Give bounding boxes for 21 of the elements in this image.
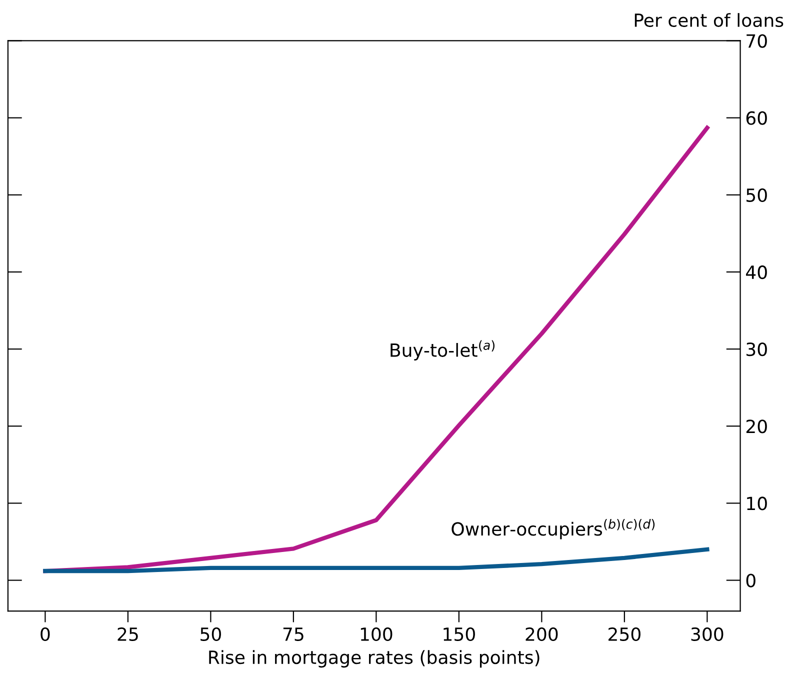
x-tick-label: 200	[526, 627, 558, 642]
y-axis-title: Per cent of loans	[634, 13, 784, 28]
x-tick-label: 250	[608, 627, 640, 642]
series-label: Buy-to-let$^{(a)}$	[390, 340, 494, 360]
y-tick-label: 60	[746, 111, 767, 125]
x-tick-label: 150	[444, 627, 475, 642]
y-tick-label: 70	[746, 34, 767, 48]
y-tick-label: 0	[746, 574, 756, 588]
y-tick-label: 50	[746, 188, 767, 202]
x-tick-label: 25	[118, 627, 138, 642]
x-tick-label: 300	[691, 627, 724, 642]
y-tick-label: 20	[746, 420, 767, 434]
y-tick-label: 10	[747, 496, 767, 510]
x-tick-label: 0	[40, 627, 50, 642]
series-label: Owner-occupiers$^{(b)(c)(d)}$	[452, 519, 655, 540]
x-tick-label: 75	[283, 628, 304, 642]
x-tick-label: 100	[360, 627, 392, 642]
x-axis-title: Rise in mortgage rates (basis points)	[209, 650, 540, 668]
y-tick-label: 40	[746, 265, 767, 280]
x-tick-label: 50	[200, 627, 221, 642]
y-tick-label: 30	[746, 342, 767, 356]
